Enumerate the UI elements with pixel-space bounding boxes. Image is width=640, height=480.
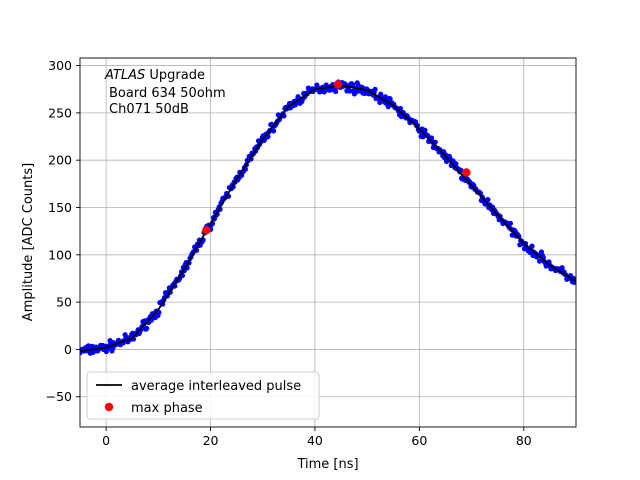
annotation: ATLAS Upgrade Board 634 50ohm Ch071 50dB bbox=[104, 68, 226, 117]
legend-box bbox=[86, 371, 320, 420]
sample-point bbox=[347, 88, 353, 94]
sample-point bbox=[453, 161, 459, 167]
x-tick-label: 40 bbox=[307, 433, 323, 448]
plot-area bbox=[80, 79, 576, 356]
sample-point bbox=[559, 265, 565, 271]
y-tick-label: 0 bbox=[64, 342, 72, 357]
average-pulse-line bbox=[80, 84, 576, 353]
y-tick-label: 200 bbox=[48, 153, 72, 168]
legend-label-average: average interleaved pulse bbox=[131, 379, 301, 394]
max-phase-point bbox=[333, 80, 343, 89]
x-tick-label: 60 bbox=[411, 433, 427, 448]
y-tick-label: −50 bbox=[46, 389, 72, 404]
sample-point bbox=[349, 81, 356, 88]
y-tick-label: 150 bbox=[48, 200, 72, 215]
annotation-line-3: Ch071 50dB bbox=[109, 102, 189, 117]
x-tick-label: 20 bbox=[203, 433, 219, 448]
annotation-line-1: ATLAS Upgrade bbox=[104, 68, 205, 83]
sample-point bbox=[507, 220, 514, 226]
max-phase-point bbox=[462, 168, 471, 177]
sample-point bbox=[271, 128, 277, 134]
sample-point bbox=[536, 258, 543, 264]
axis-ticks: 0 20 40 60 80 −50 0 50 100 150 200 250 300 bbox=[46, 58, 532, 448]
sample-point bbox=[385, 104, 391, 110]
y-axis-label: Amplitude [ADC Counts] bbox=[21, 163, 36, 321]
sample-point bbox=[485, 197, 491, 203]
sample-point bbox=[529, 243, 535, 249]
sample-point bbox=[144, 325, 150, 332]
upgrade-word: Upgrade bbox=[145, 68, 205, 83]
legend: average interleaved pulse max phase bbox=[86, 371, 320, 420]
y-tick-label: 50 bbox=[56, 295, 72, 310]
plot-frame bbox=[79, 57, 577, 428]
sample-point bbox=[378, 91, 384, 97]
x-axis-label: Time [ns] bbox=[296, 457, 358, 472]
sample-point bbox=[362, 90, 368, 97]
sample-point bbox=[387, 96, 393, 102]
x-tick-label: 0 bbox=[102, 433, 110, 448]
max-phase-point bbox=[202, 226, 211, 235]
y-tick-label: 100 bbox=[48, 247, 72, 262]
plot-data bbox=[80, 79, 576, 356]
legend-label-max-phase: max phase bbox=[131, 401, 203, 416]
sample-point bbox=[422, 127, 428, 133]
legend-dot-swatch bbox=[104, 402, 114, 412]
annotation-line-2: Board 634 50ohm bbox=[109, 86, 226, 101]
y-tick-label: 250 bbox=[48, 105, 72, 120]
x-tick-label: 80 bbox=[516, 433, 532, 448]
atlas-word: ATLAS bbox=[104, 68, 145, 83]
sample-point bbox=[372, 86, 378, 92]
y-tick-label: 300 bbox=[48, 58, 72, 73]
sample-point bbox=[333, 88, 339, 95]
